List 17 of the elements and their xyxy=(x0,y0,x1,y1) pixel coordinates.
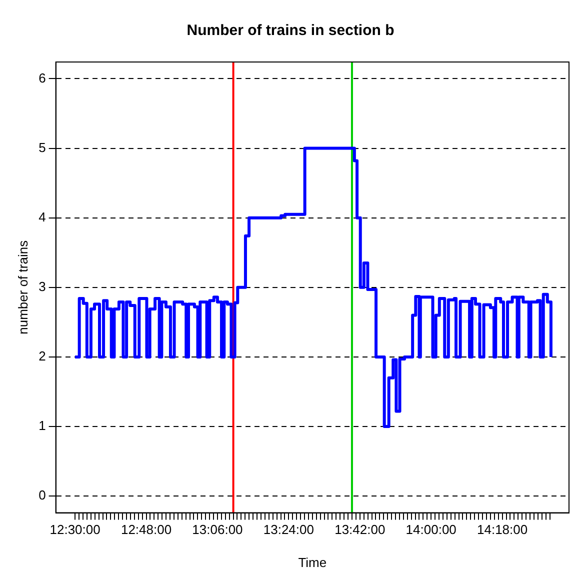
x-tick-label: 13:06:00 xyxy=(192,522,243,538)
x-tick-label: 13:42:00 xyxy=(334,522,386,538)
y-tick-label: 0 xyxy=(38,488,46,503)
chart-title: Number of trains in section b xyxy=(186,22,394,40)
x-tick-label: 13:24:00 xyxy=(263,522,314,538)
x-tick-label: 14:00:00 xyxy=(406,522,456,538)
y-tick-label: 4 xyxy=(38,209,46,224)
x-axis-title: Time xyxy=(298,554,327,570)
x-tick-label: 12:48:00 xyxy=(120,522,172,538)
y-axis-title: number of trains xyxy=(15,240,30,334)
y-tick-label: 3 xyxy=(38,278,46,294)
y-tick-label: 2 xyxy=(38,348,46,364)
y-tick-label: 1 xyxy=(38,418,46,434)
y-tick-label: 5 xyxy=(38,140,46,155)
x-tick-label: 12:30:00 xyxy=(50,522,100,538)
x-tick-label: 14:18:00 xyxy=(476,522,528,538)
y-tick-label: 6 xyxy=(38,70,46,86)
